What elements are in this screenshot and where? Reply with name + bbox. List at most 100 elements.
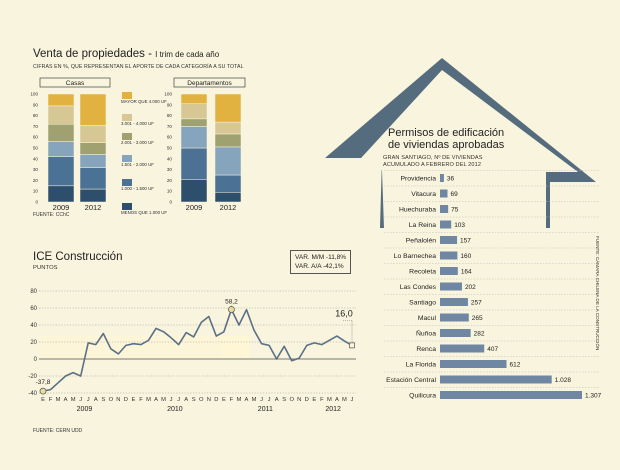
ice-month-label: J	[268, 397, 271, 403]
ice-month-label: A	[154, 397, 158, 403]
permisos-source: FUENTE: CÁMARA CHILENA DE LA CONSTRUCCIÓ…	[595, 236, 600, 351]
ventas-legend-swatch	[122, 133, 132, 140]
ventas-group-header: Departamentos	[187, 80, 232, 87]
ice-month-label: E	[312, 397, 316, 403]
permisos-subtitle-line1: GRAN SANTIAGO, Nº DE VIVIENDAS	[383, 155, 483, 161]
ice-chart-title: ICE Construcción	[33, 251, 123, 263]
permisos-value-label: 75	[451, 207, 459, 214]
ventas-y-tick: 30	[33, 167, 39, 172]
ice-month-label: M	[161, 397, 166, 403]
ice-y-tick: 20	[30, 340, 37, 346]
permisos-value-label: 282	[474, 331, 485, 338]
ice-y-tick: 60	[30, 306, 37, 312]
ice-month-label: F	[320, 397, 324, 403]
ventas-y-tick: 90	[33, 102, 39, 107]
permisos-bar	[440, 189, 448, 198]
permisos-subtitle-line2: ACUMULADO A FEBRERO DEL 2012	[383, 162, 482, 168]
ice-month-label: J	[260, 397, 263, 403]
ventas-y-tick: 90	[167, 102, 173, 107]
ice-month-label: O	[109, 397, 114, 403]
permisos-value-label: 1.307	[585, 393, 602, 400]
permisos-title-line2: de viviendas aprobadas	[388, 139, 505, 151]
permisos-bar	[440, 313, 469, 322]
permisos-bar	[440, 251, 458, 260]
permisos-subtitle: GRAN SANTIAGO, Nº DE VIVIENDAS ACUMULADO…	[383, 155, 483, 169]
permisos-value-label: 265	[472, 315, 483, 322]
ice-month-label: N	[116, 397, 120, 403]
permisos-category-label: Quilicura	[409, 393, 436, 400]
ventas-y-tick: 0	[35, 200, 38, 205]
ice-annotation-min: -37,8	[36, 379, 51, 386]
permisos-value-label: 69	[450, 191, 458, 198]
ice-year-label: 2009	[77, 406, 93, 413]
permisos-category-label: Macul	[418, 315, 437, 322]
ice-y-tick: 0	[34, 357, 38, 363]
ice-var-mm: VAR. M/M -11,8%	[295, 254, 347, 261]
permisos-category-label: Las Condes	[400, 284, 437, 291]
permisos-value-label: 612	[509, 362, 520, 369]
ventas-chart-subtitle: CIFRAS EN %, QUE REPRESENTAN EL APORTE D…	[33, 64, 244, 70]
ventas-chart-title: Venta de propiedades	[33, 48, 145, 60]
ventas-legend-swatch	[122, 92, 132, 99]
permisos-value-label: 202	[465, 284, 476, 291]
ice-month-label: M	[71, 397, 76, 403]
permisos-value-label: 160	[460, 253, 471, 260]
ice-y-tick: 80	[30, 289, 37, 295]
permisos-bar	[440, 298, 468, 306]
ventas-y-tick: 40	[33, 156, 39, 161]
ventas-y-tick: 50	[33, 146, 39, 151]
permisos-bar	[440, 174, 444, 182]
ventas-y-tick: 70	[33, 124, 39, 129]
ice-month-label: A	[184, 397, 188, 403]
ventas-y-tick: 80	[33, 113, 39, 118]
ice-month-label: D	[305, 397, 309, 403]
permisos-category-label: Huechuraba	[399, 207, 436, 214]
ice-month-label: J	[87, 397, 90, 403]
ventas-bar-segment	[214, 146, 242, 176]
ventas-category-label: 2009	[186, 203, 203, 212]
ventas-legend-label: MAYOR QUE 4.000 UF	[121, 99, 167, 104]
ice-month-label: N	[207, 397, 211, 403]
ventas-category-label: 2012	[85, 203, 102, 212]
ventas-y-tick: 100	[30, 92, 38, 97]
permisos-category-label: Estación Central	[386, 377, 436, 384]
ventas-y-tick: 20	[33, 178, 39, 183]
ventas-bar-segment	[47, 93, 75, 107]
ice-annotation-last: 16,0	[335, 309, 353, 319]
ice-var-aa: VAR. A/A -42,1%	[295, 263, 344, 270]
ice-series-line	[42, 308, 353, 392]
ventas-chart-title-suffix: I trim de cada año	[155, 50, 220, 59]
ice-month-label: S	[101, 397, 105, 403]
permisos-category-label: Vitacura	[411, 191, 436, 198]
permisos-bar	[440, 267, 458, 275]
ventas-group-header-box	[173, 77, 246, 88]
ice-month-label: A	[275, 397, 279, 403]
ice-month-label: A	[94, 397, 98, 403]
ventas-legend-swatch	[122, 203, 132, 210]
permisos-bar	[440, 282, 462, 291]
ice-month-label: E	[41, 397, 45, 403]
ice-year-label: 2010	[167, 406, 183, 413]
permisos-bar	[440, 329, 471, 337]
ice-month-label: F	[49, 397, 53, 403]
permisos-value-label: 157	[460, 238, 471, 245]
ventas-y-tick: 100	[164, 92, 172, 97]
permisos-value-label: 36	[447, 176, 455, 183]
ice-month-label: E	[132, 397, 136, 403]
ventas-bar-segment	[79, 93, 107, 126]
ice-month-label: J	[170, 397, 173, 403]
permisos-category-label: Peñalolén	[406, 238, 436, 245]
ventas-category-label: 2009	[53, 203, 70, 212]
ice-y-tick: -40	[28, 391, 37, 397]
ice-source: FUENTE: CERN UDD	[33, 428, 83, 434]
ice-month-label: J	[79, 397, 82, 403]
ice-highlight-band	[220, 336, 250, 359]
permisos-category-label: La Reina	[409, 222, 436, 229]
permisos-bar	[440, 236, 458, 244]
permisos-value-label: 1.028	[555, 377, 572, 384]
ventas-legend-label: MENOS QUE 1.000 UF	[121, 210, 167, 215]
ventas-legend-label: 1.000 - 1.500 UF	[121, 186, 154, 191]
permisos-value-label: 103	[454, 222, 465, 229]
